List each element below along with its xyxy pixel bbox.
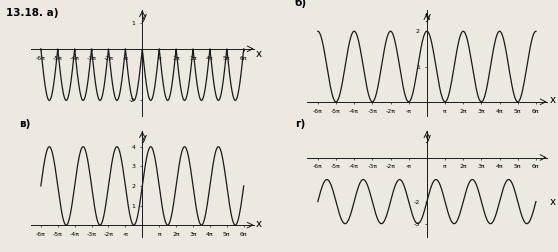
Text: б): б) — [295, 0, 307, 8]
Text: y: y — [425, 133, 431, 143]
Text: y: y — [141, 12, 146, 22]
Text: y: y — [141, 133, 146, 143]
Text: x: x — [549, 197, 555, 207]
Text: x: x — [256, 219, 262, 229]
Text: y: y — [425, 12, 431, 22]
Text: 13.18. а): 13.18. а) — [6, 8, 58, 18]
Text: x: x — [256, 49, 262, 59]
Text: г): г) — [295, 119, 305, 129]
Text: x: x — [549, 94, 555, 105]
Text: в): в) — [20, 119, 31, 129]
